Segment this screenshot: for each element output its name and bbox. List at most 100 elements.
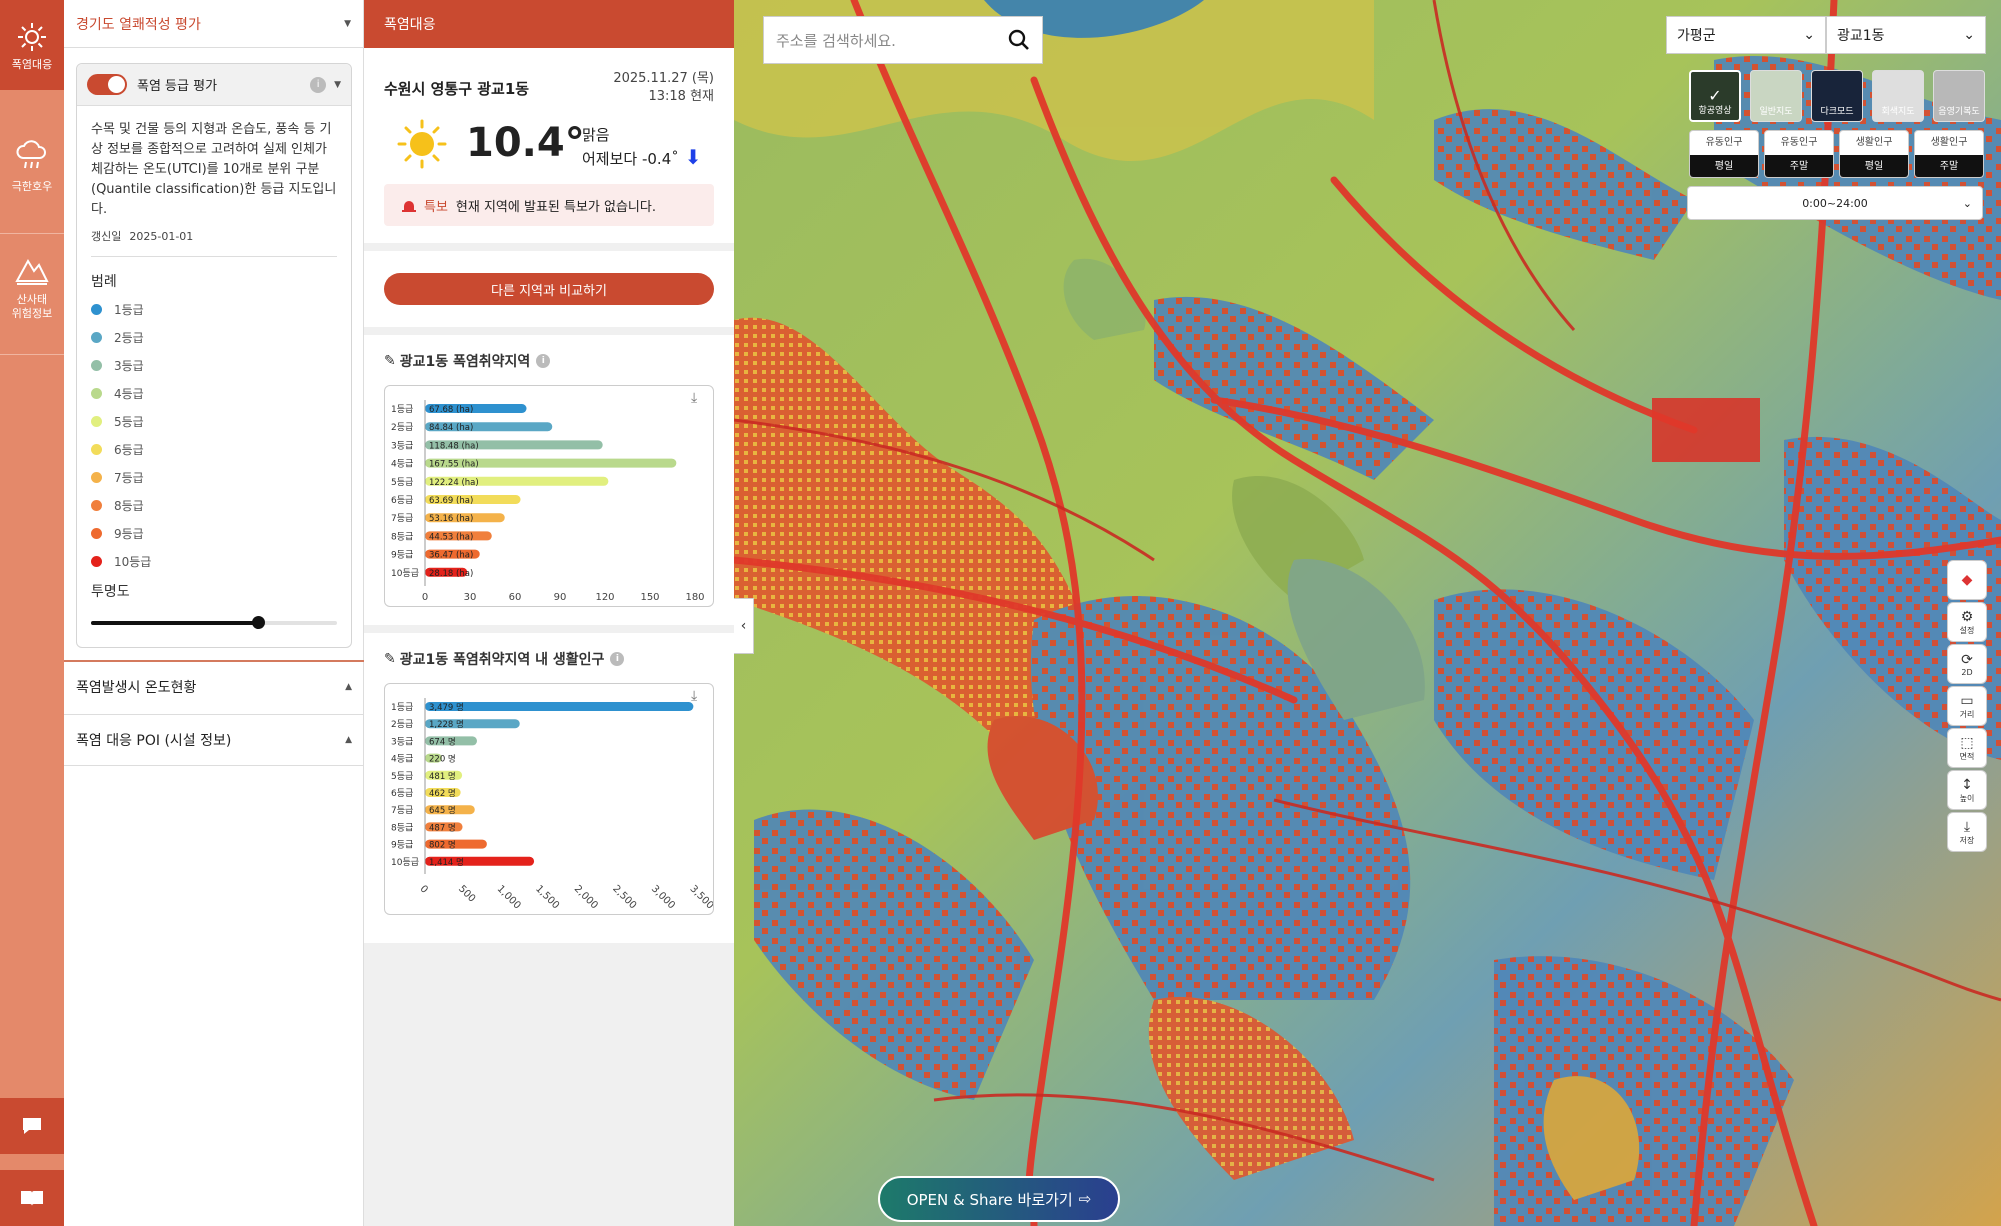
- heat-grade-toggle[interactable]: [87, 74, 127, 95]
- map-tool-button[interactable]: ▭ 거리: [1947, 686, 1987, 726]
- chart-category-label: 3등급: [391, 440, 413, 451]
- legend-item: 4등급: [77, 379, 351, 407]
- chart-bar[interactable]: [425, 567, 468, 577]
- chart-bar[interactable]: [425, 856, 535, 866]
- map-tool-button[interactable]: ↕ 높이: [1947, 770, 1987, 810]
- map-view[interactable]: 주소를 검색하세요. 가평군 ⌄ 광교1동 ⌄ ✓ 항공영상 일반지도 다크모드 회색지도 음…: [734, 0, 2001, 1226]
- chart-bar[interactable]: [425, 788, 461, 797]
- heat-map-canvas[interactable]: [734, 0, 2001, 1226]
- slider-handle[interactable]: [252, 616, 266, 629]
- info-icon[interactable]: i: [310, 76, 327, 93]
- population-button[interactable]: 유동인구 평일: [1689, 130, 1759, 178]
- layer-panel-header[interactable]: 경기도 열쾌적성 평가 ▼: [64, 0, 363, 48]
- day-type: 주말: [1915, 155, 1983, 177]
- chart-bar[interactable]: [425, 736, 477, 746]
- chart-bar[interactable]: [425, 753, 442, 763]
- chart-bar[interactable]: [425, 822, 463, 832]
- update-info: 갱신일 2025-01-01: [77, 220, 351, 252]
- chart-bar-label: 3,479 명: [429, 702, 464, 713]
- map-tool-button[interactable]: ⤓ 저장: [1947, 812, 1987, 852]
- compare-button[interactable]: 다른 지역과 비교하기: [384, 273, 714, 305]
- chart-bar[interactable]: [425, 404, 527, 413]
- chart-bar[interactable]: [425, 513, 505, 523]
- search-icon[interactable]: [1008, 29, 1030, 51]
- population-button[interactable]: 생활인구 평일: [1839, 130, 1909, 178]
- chart-bar[interactable]: [425, 549, 480, 559]
- time-range-select[interactable]: 0:00~24:00 ⌄: [1687, 186, 1983, 220]
- ruler-icon: ▭: [1960, 692, 1974, 709]
- legend-swatch: [91, 303, 102, 315]
- date-line: 2025.11.27 (목): [613, 71, 714, 86]
- basemap-option[interactable]: 회색지도: [1872, 70, 1924, 122]
- legend-list: 1등급 2등급 3등급 4등급 5등급 6등급 7등급 8등급 9등급 10등급: [77, 295, 351, 575]
- rail-heavy-rain[interactable]: 극한호우: [0, 110, 64, 210]
- download-icon[interactable]: ⤓: [691, 390, 697, 406]
- location-name: 수원시 영통구 광교1동: [384, 80, 530, 98]
- rail-landslide[interactable]: 산사태 위험정보: [0, 245, 64, 345]
- region-select-2[interactable]: 광교1동 ⌄: [1826, 16, 1986, 54]
- chart-bar[interactable]: [425, 476, 609, 486]
- basemap-option[interactable]: 일반지도: [1750, 70, 1802, 122]
- population-button[interactable]: 생활인구 주말: [1914, 130, 1984, 178]
- chat-button[interactable]: [0, 1098, 64, 1154]
- update-date: 2025-01-01: [129, 230, 194, 243]
- chart-tick-label: 180: [685, 592, 704, 603]
- chart-bar[interactable]: [425, 719, 520, 729]
- weather-date: 2025.11.27 (목) 13:18 현재: [613, 70, 714, 106]
- chart2-svg: ⤓ 1등급 3,479 명 2등급 1,228 명 3등급 674 명 4등급 220 명 5등급…: [391, 688, 715, 911]
- population-type: 유동인구: [1705, 137, 1743, 148]
- chart-bar[interactable]: [425, 458, 677, 468]
- info-icon[interactable]: i: [610, 652, 625, 666]
- chart-category-label: 3등급: [391, 736, 413, 747]
- chart-bar-label: 118.48 (ha): [429, 441, 479, 451]
- collapse-panel-button[interactable]: ‹: [734, 598, 754, 654]
- basemap-option[interactable]: 다크모드: [1811, 70, 1863, 122]
- caret-down-icon: ▼: [344, 18, 351, 29]
- accordion-poi-label: 폭염 대응 POI (시설 정보): [76, 733, 232, 749]
- chart-bar[interactable]: [425, 440, 603, 450]
- chart-bar[interactable]: [425, 770, 463, 780]
- chart-bar-label: 84.84 (ha): [429, 423, 473, 433]
- chart-category-label: 5등급: [391, 477, 413, 488]
- map-tool-button[interactable]: ⬚ 면적: [1947, 728, 1987, 768]
- chart-tick-label: 90: [554, 592, 567, 603]
- opacity-slider[interactable]: [91, 616, 337, 629]
- chart-bar[interactable]: [425, 531, 492, 541]
- chart-bar[interactable]: [425, 702, 694, 711]
- chart2-section: ✎ 광교1동 폭염취약지역 내 생활인구 i ⤓ 1등급 3,479 명 2등급 1,228…: [364, 633, 734, 943]
- chart-tick-label: 60: [509, 592, 522, 603]
- legend-item: 6등급: [77, 435, 351, 463]
- population-button[interactable]: 유동인구 주말: [1764, 130, 1834, 178]
- region-select-1[interactable]: 가평군 ⌄: [1666, 16, 1826, 54]
- caret-down-icon[interactable]: ▼: [334, 79, 341, 90]
- guide-button[interactable]: [0, 1170, 64, 1226]
- map-tool-button[interactable]: ⟳ 2D: [1947, 644, 1987, 684]
- chart-bar-label: 802 명: [429, 840, 456, 851]
- basemap-option[interactable]: 음영기복도: [1933, 70, 1985, 122]
- rail-heatwave[interactable]: 폭염대응: [0, 0, 64, 90]
- temperature: 10.4°: [466, 120, 585, 166]
- chart-bar[interactable]: [425, 805, 475, 815]
- map-tool-button[interactable]: ⚙ 설정: [1947, 602, 1987, 642]
- map-tool-label: 거리: [1959, 709, 1975, 719]
- chart-bar[interactable]: [425, 839, 487, 849]
- address-search[interactable]: 주소를 검색하세요.: [763, 16, 1043, 64]
- chart-category-label: 8등급: [391, 822, 413, 833]
- map-tool-label: 설정: [1959, 625, 1975, 635]
- chart-category-label: 6등급: [391, 495, 413, 506]
- chart-category-label: 9등급: [391, 840, 413, 851]
- chart-bar-label: 220 명: [429, 754, 456, 765]
- basemap-option[interactable]: ✓ 항공영상: [1689, 70, 1741, 122]
- chart-bar[interactable]: [425, 422, 553, 432]
- accordion-temperature[interactable]: 폭염발생시 온도현황 ▲: [64, 660, 364, 712]
- map-tool-button[interactable]: ◆: [1947, 560, 1987, 600]
- chart-bar-label: 44.53 (ha): [429, 532, 473, 542]
- accordion-poi[interactable]: 폭염 대응 POI (시설 정보) ▲: [64, 714, 364, 766]
- rotate-2d-icon: ⟳: [1961, 651, 1973, 668]
- open-share-button[interactable]: OPEN & Share 바로가기 ⇨: [878, 1176, 1120, 1222]
- download-icon[interactable]: ⤓: [691, 688, 697, 704]
- info-icon[interactable]: i: [536, 354, 551, 368]
- search-input[interactable]: 주소를 검색하세요.: [776, 31, 896, 50]
- chart-bar-label: 487 명: [429, 822, 456, 833]
- chart-bar[interactable]: [425, 495, 521, 504]
